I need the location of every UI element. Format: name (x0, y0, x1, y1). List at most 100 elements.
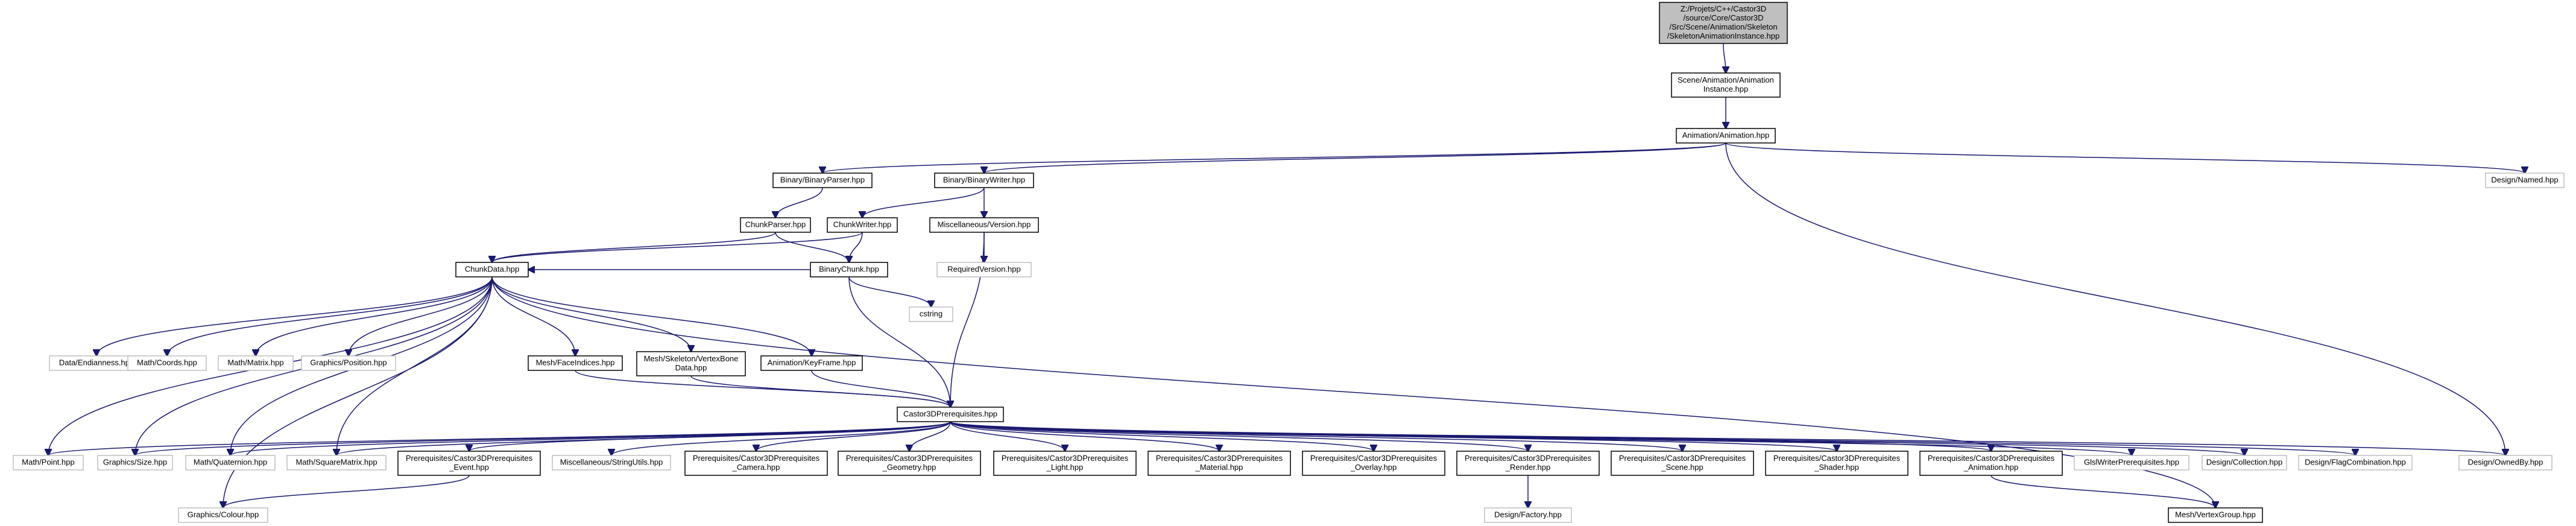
node-version[interactable]: Miscellaneous/Version.hpp (929, 217, 1039, 233)
edge-chparser-to-chdata (492, 232, 776, 262)
node-label: Math/Quaternion.hpp (194, 457, 267, 466)
node-label: Instance.hpp (1703, 84, 1748, 93)
node-label: Z:/Projets/C++/Castor3D (1681, 4, 1766, 13)
node-label: Prerequisites/Castor3DPrerequisites (693, 454, 820, 463)
node-label: Prerequisites/Castor3DPrerequisites (846, 454, 973, 463)
node-box (552, 455, 671, 471)
node-pcamera[interactable]: Prerequisites/Castor3DPrerequisites_Came… (684, 451, 828, 476)
node-matrix: Math/Matrix.hpp (218, 355, 294, 371)
node-box (2298, 455, 2413, 471)
edge-animation-to-bparser (822, 142, 1726, 173)
dependency-edges (48, 43, 2525, 508)
node-box (1676, 128, 1776, 144)
edge-bparser-to-chparser (775, 187, 823, 218)
node-box (1148, 451, 1291, 476)
edge-prereq-to-collection (950, 421, 2244, 455)
edge-chdata-to-endian (96, 276, 493, 356)
node-box (127, 355, 207, 371)
edge-bwriter-to-chwriter (862, 187, 985, 218)
node-box (740, 217, 811, 233)
node-animinst[interactable]: Scene/Animation/AnimationInstance.hpp (1671, 72, 1781, 98)
node-label: _Overlay.hpp (1350, 463, 1397, 472)
node-pmaterial[interactable]: Prerequisites/Castor3DPrerequisites_Mate… (1148, 451, 1291, 476)
node-label: _Animation.hpp (1963, 463, 2018, 472)
node-box (909, 306, 953, 322)
node-label: Math/Coords.hpp (137, 358, 197, 367)
node-label: Animation/KeyFrame.hpp (768, 358, 856, 367)
node-pevent[interactable]: Prerequisites/Castor3DPrerequisites_Even… (397, 451, 541, 476)
node-label: Prerequisites/Castor3DPrerequisites (1002, 454, 1129, 463)
edge-prereq-to-strutils (611, 421, 951, 455)
node-plight[interactable]: Prerequisites/Castor3DPrerequisites_Ligh… (993, 451, 1137, 476)
node-label: Mesh/FaceIndices.hpp (536, 358, 615, 367)
node-box (636, 351, 746, 376)
edge-chdata-to-coords (167, 276, 493, 356)
node-root[interactable]: Z:/Projets/C++/Castor3D/source/Core/Cast… (1659, 2, 1788, 44)
node-factory: Design/Factory.hpp (1484, 507, 1572, 523)
node-label: _Geometry.hpp (882, 463, 936, 472)
node-pshader[interactable]: Prerequisites/Castor3DPrerequisites_Shad… (1765, 451, 1908, 476)
edge-animation-to-named (1725, 142, 2525, 173)
node-label: ChunkParser.hpp (745, 220, 806, 229)
node-box (1484, 507, 1572, 523)
edge-prereq-to-pscene (950, 421, 1682, 451)
node-chwriter[interactable]: ChunkWriter.hpp (827, 217, 898, 233)
node-bparser[interactable]: Binary/BinaryParser.hpp (772, 173, 873, 188)
edge-chparser-to-bchunk (775, 232, 849, 262)
node-label: Graphics/Colour.hpp (188, 510, 259, 519)
node-pscene[interactable]: Prerequisites/Castor3DPrerequisites_Scen… (1611, 451, 1754, 476)
node-named: Design/Named.hpp (2485, 173, 2565, 188)
node-size: Graphics/Size.hpp (97, 455, 173, 471)
node-reqversion: RequiredVersion.hpp (936, 262, 1032, 277)
node-label: ChunkWriter.hpp (833, 220, 892, 229)
node-position: Graphics/Position.hpp (301, 355, 396, 371)
node-label: Design/Factory.hpp (1494, 510, 1562, 519)
node-chparser[interactable]: ChunkParser.hpp (740, 217, 811, 233)
node-vgroup[interactable]: Mesh/VertexGroup.hpp (2168, 507, 2263, 523)
node-label: _Material.hpp (1195, 463, 1243, 472)
node-cstring: cstring (909, 306, 953, 322)
node-box (1765, 451, 1908, 476)
node-strutils: Miscellaneous/StringUtils.hpp (552, 455, 671, 471)
edge-chdata-to-position (349, 276, 493, 356)
node-label: ChunkData.hpp (465, 264, 519, 273)
edge-prereq-to-pevent (469, 421, 951, 451)
node-box (1659, 2, 1788, 44)
node-box (301, 355, 396, 371)
node-box (2458, 455, 2552, 471)
node-pgeom[interactable]: Prerequisites/Castor3DPrerequisites_Geom… (838, 451, 981, 476)
node-label: Math/Matrix.hpp (227, 358, 283, 367)
node-panim[interactable]: Prerequisites/Castor3DPrerequisites_Anim… (1919, 451, 2063, 476)
node-prereq[interactable]: Castor3DPrerequisites.hpp (897, 407, 1004, 422)
node-faceind[interactable]: Mesh/FaceIndices.hpp (528, 355, 623, 371)
node-box (286, 455, 387, 471)
node-label: Prerequisites/Castor3DPrerequisites (1928, 454, 2055, 463)
node-prender[interactable]: Prerequisites/Castor3DPrerequisites_Rend… (1456, 451, 1600, 476)
node-box (1456, 451, 1600, 476)
node-label: _Shader.hpp (1814, 463, 1859, 472)
node-label: /source/Core/Castor3D (1684, 13, 1764, 22)
node-label: Prerequisites/Castor3DPrerequisites (1156, 454, 1283, 463)
node-label: Graphics/Position.hpp (310, 358, 387, 367)
edge-prereq-to-plight (950, 421, 1065, 451)
node-label: Scene/Animation/Animation (1678, 75, 1774, 84)
edge-chdata-to-vbdata (491, 276, 691, 352)
node-label: Prerequisites/Castor3DPrerequisites (1465, 454, 1592, 463)
node-bwriter[interactable]: Binary/BinaryWriter.hpp (934, 173, 1034, 188)
node-box (178, 507, 268, 523)
node-label: _Camera.hpp (732, 463, 780, 472)
edge-prereq-to-poverlay (950, 421, 1374, 451)
node-poverlay[interactable]: Prerequisites/Castor3DPrerequisites_Over… (1302, 451, 1445, 476)
node-box (897, 407, 1004, 422)
node-box (218, 355, 294, 371)
node-bchunk[interactable]: BinaryChunk.hpp (810, 262, 888, 277)
edge-chwriter-to-chdata (492, 232, 863, 262)
node-keyframe[interactable]: Animation/KeyFrame.hpp (760, 355, 863, 371)
node-chdata[interactable]: ChunkData.hpp (455, 262, 529, 277)
node-animation[interactable]: Animation/Animation.hpp (1676, 128, 1776, 144)
node-label: Miscellaneous/Version.hpp (938, 220, 1031, 229)
edge-bchunk-to-cstring (848, 276, 931, 307)
edge-chdata-to-keyframe (491, 276, 812, 356)
edge-vbdata-to-prereq (690, 375, 950, 407)
